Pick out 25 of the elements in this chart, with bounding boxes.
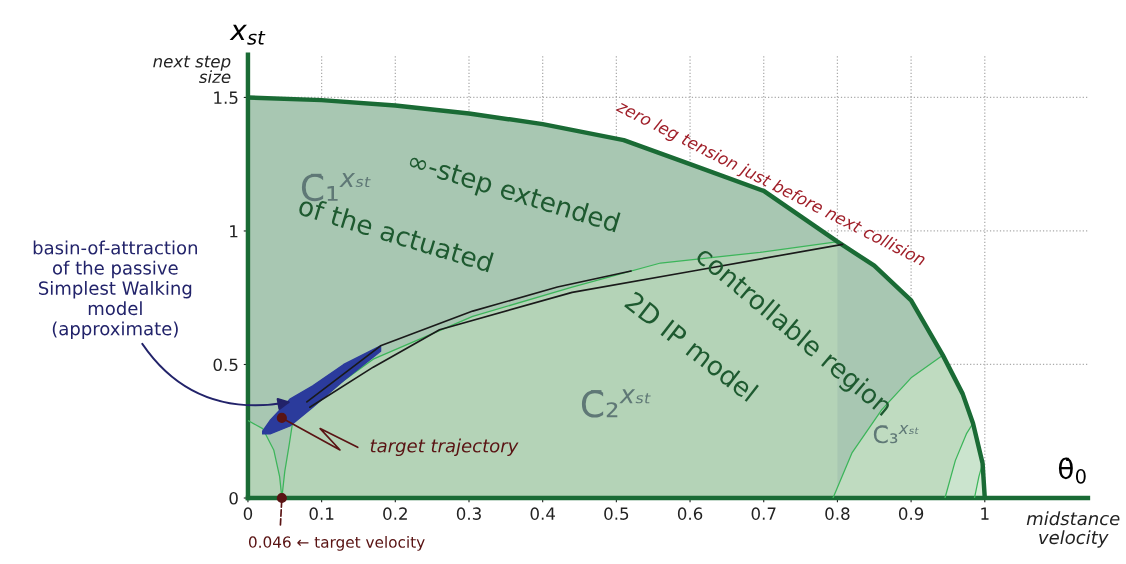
x-tick-label: 0.5 — [604, 507, 629, 520]
annotation: basin-of-attraction of the passive Simplest Walking model (approximate) — [33, 240, 197, 339]
annotation: C̄₂$^{xₛₜ}$ — [581, 389, 651, 418]
y-tick-label: 0 — [229, 491, 238, 505]
y-tick-label: 0.5 — [213, 358, 238, 372]
x-tick-label: 0.7 — [751, 507, 776, 520]
annotation: 0.046 ← target velocity — [248, 536, 425, 551]
text: midstance velocity — [1026, 511, 1120, 548]
annotation: target trajectory — [370, 438, 519, 457]
x-tick-label: 0.3 — [456, 507, 481, 520]
annotation: C̄₁$^{xₛₜ}$ — [301, 173, 371, 202]
y-tick-label: 1 — [230, 225, 238, 238]
text: next step size — [153, 55, 231, 84]
x-tick-label: 0.4 — [530, 507, 555, 520]
x-tick-label: 0.2 — [383, 507, 407, 520]
x-tick-label: 1 — [981, 507, 989, 520]
x-tick-label: 0.1 — [309, 507, 334, 520]
x-tick-label: 0.8 — [825, 507, 850, 520]
x-tick-label: 0.6 — [677, 507, 703, 520]
x-tick-label: 0.9 — [898, 507, 924, 520]
y-axis-title: x$_{st}$ — [229, 24, 266, 45]
x-axis-title: θ̇$_{0}$ — [1058, 457, 1086, 484]
annotation: C̄₃$^{xₛₜ}$ — [873, 424, 919, 444]
x-tick-label: 0 — [243, 507, 253, 520]
y-tick-label: 1.5 — [214, 91, 238, 105]
